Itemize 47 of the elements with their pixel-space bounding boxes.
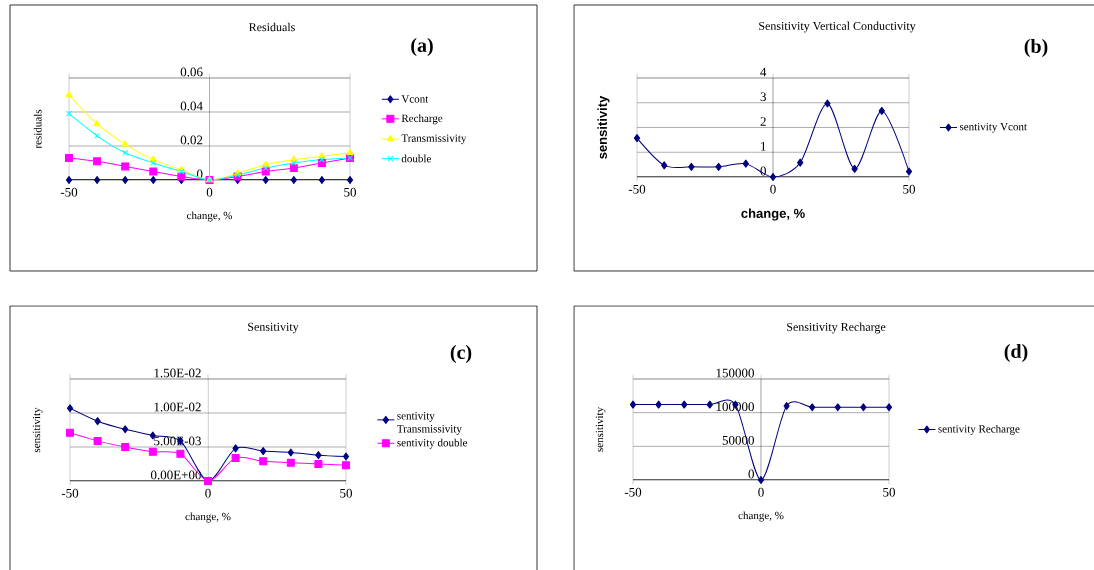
- y-axis-title: sensitivity: [597, 95, 610, 159]
- x-axis-title: change, %: [185, 512, 231, 523]
- y-tick-label: 1: [761, 141, 766, 151]
- text: (d): [1004, 343, 1028, 363]
- x-tick-label: 50: [883, 487, 896, 497]
- legend-label: Transmissivity: [401, 134, 467, 145]
- x-tick-label: 50: [344, 187, 357, 197]
- y-tick-label: 50000: [722, 435, 754, 445]
- x-tick-label: 0: [205, 488, 211, 498]
- y-tick-label: 2: [760, 117, 766, 126]
- x-tick-label: 50: [903, 184, 916, 194]
- chart-title: Sensitivity Recharge: [787, 322, 886, 334]
- legend-label: sentivity double: [397, 438, 468, 449]
- y-tick-label: 0: [748, 469, 754, 479]
- y-axis-title: sensitivity: [32, 407, 43, 453]
- y-tick-label: 0.04: [180, 101, 203, 111]
- chart-title: Sensitivity: [248, 322, 299, 334]
- y-tick-label: 150000: [716, 368, 754, 378]
- x-axis-title: change, %: [738, 511, 784, 522]
- x-tick-label: 50: [340, 488, 353, 498]
- x-tick-label: -50: [624, 487, 642, 497]
- legend-label: double: [401, 154, 431, 163]
- legend-label: sentivity Recharge: [938, 424, 1020, 435]
- x-tick-label: -50: [60, 187, 78, 197]
- y-tick-label: 1.00E-02: [154, 402, 201, 412]
- y-tick-label: 1.50E-02: [154, 368, 201, 378]
- x-tick-label: -50: [61, 488, 79, 498]
- legend-label: Recharge: [401, 114, 443, 125]
- y-tick-label: 3: [760, 92, 766, 102]
- y-tick-label: 0.06: [180, 67, 203, 77]
- y-axis-title: sensitivity: [595, 406, 606, 452]
- text: (c): [450, 344, 472, 364]
- chart-title: Residuals: [249, 22, 295, 32]
- y-tick-label: 0.00E+00: [150, 470, 201, 480]
- x-axis-title: change, %: [187, 211, 233, 222]
- legend-label: sentivity Vcont: [959, 122, 1027, 133]
- x-tick-label: 0: [206, 187, 213, 197]
- text: (b): [1024, 38, 1048, 58]
- chart-title: Sensitivity Vertical Conductivity: [759, 21, 916, 33]
- x-axis-title: change, %: [741, 208, 805, 221]
- legend-label: Vcont: [401, 95, 429, 103]
- y-tick-label: 4: [760, 67, 767, 77]
- y-axis-title: residuals: [33, 109, 42, 149]
- x-tick-label: 0: [770, 184, 776, 194]
- x-tick-label: -50: [628, 184, 646, 194]
- y-tick-label: 0.02: [180, 135, 203, 145]
- text: (a): [411, 37, 433, 57]
